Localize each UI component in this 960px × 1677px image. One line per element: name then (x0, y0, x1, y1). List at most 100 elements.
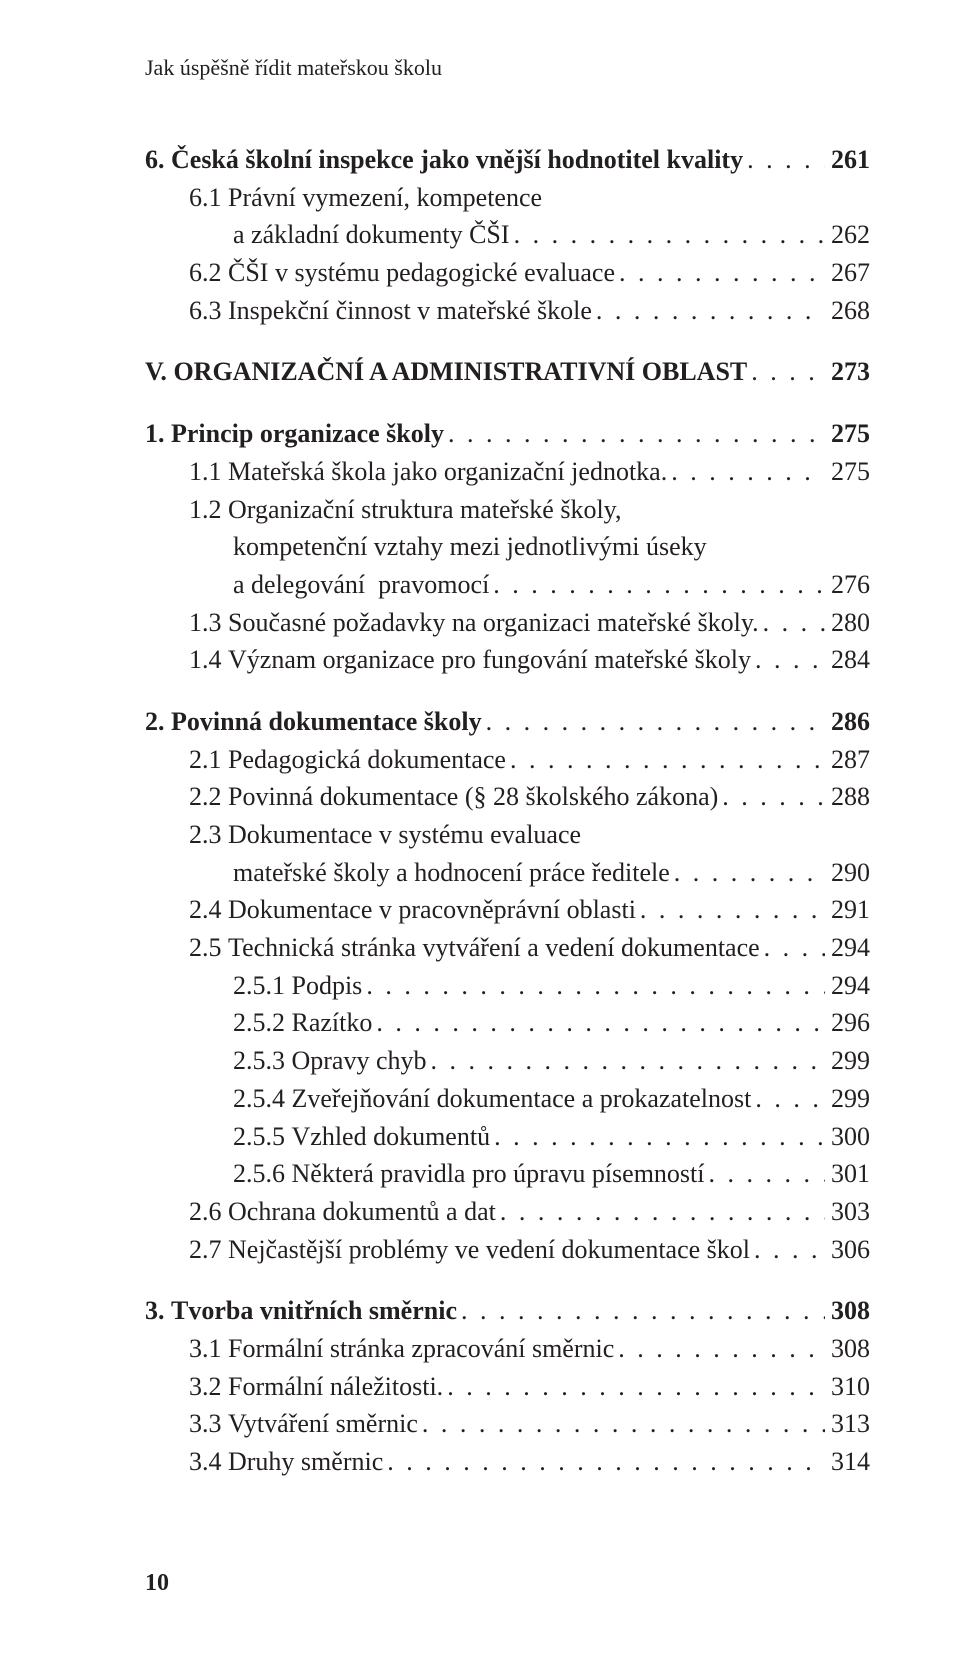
toc-entry-label: Organizační struktura mateřské školy, (228, 491, 622, 529)
toc-entry: 2.3 Dokumentace v systému evaluace (145, 816, 870, 854)
toc-entry-page: 299 (825, 1042, 871, 1080)
toc-entry-label: Formální náležitosti. (228, 1368, 443, 1406)
toc-entry-label: Druhy směrnic (228, 1443, 383, 1481)
toc-entry-page: 273 (825, 353, 871, 391)
toc-leader (489, 566, 824, 604)
toc-entry-page: 286 (825, 703, 871, 741)
toc-entry-label: Razítko (292, 1004, 373, 1042)
toc-entry-page: 268 (825, 292, 871, 330)
toc-entry-label: Technická stránka vytváření a vedení dok… (228, 929, 760, 967)
toc-entry: 3.2 Formální náležitosti. 310 (145, 1368, 870, 1406)
toc-leader (496, 1193, 825, 1231)
toc-leader (705, 1155, 825, 1193)
toc-entry-number: 2.5 (145, 929, 228, 967)
toc-entry-page: 294 (825, 967, 871, 1005)
toc-entry: 2.2 Povinná dokumentace (§ 28 školského … (145, 778, 870, 816)
toc-entry: 2.7 Nejčastější problémy ve vedení dokum… (145, 1231, 870, 1269)
toc-entry: 2.6 Ochrana dokumentů a dat 303 (145, 1193, 870, 1231)
toc-entry-page: 299 (825, 1080, 871, 1118)
toc-leader (670, 854, 825, 892)
toc-entry-label: Právní vymezení, kompetence (228, 179, 542, 217)
page-number: 10 (145, 1570, 169, 1597)
toc-entry-page: 276 (825, 566, 871, 604)
toc-entry: mateřské školy a hodnocení práce ředitel… (145, 854, 870, 892)
toc-entry-label: Dokumentace v pracovněprávní oblasti (228, 891, 636, 929)
toc-entry-page: 308 (825, 1292, 871, 1330)
toc-entry-page: 275 (825, 415, 871, 453)
toc-entry-page: 261 (825, 141, 871, 179)
toc-entry-number: 2.6 (145, 1193, 228, 1231)
toc-entry-number: 2.1 (145, 741, 228, 779)
toc-entry-page: 313 (825, 1405, 871, 1443)
toc-leader (747, 353, 824, 391)
toc-entry-label: Princip organizace školy (171, 415, 444, 453)
toc-entry: 1.4 Význam organizace pro fungování mate… (145, 641, 870, 679)
toc-entry-page: 275 (825, 453, 871, 491)
toc-leader (743, 141, 824, 179)
toc-entry: 6.1 Právní vymezení, kompetence (145, 179, 870, 217)
toc-entry-label: Mateřská škola jako organizační jednotka… (228, 453, 667, 491)
toc-entry-label: a delegování pravomocí (233, 566, 489, 604)
toc-entry-number: 2.5.5 (145, 1118, 292, 1156)
toc-entry: 3.3 Vytváření směrnic 313 (145, 1405, 870, 1443)
toc-entry-number: 1.3 (145, 604, 228, 642)
toc-leader (614, 1330, 824, 1368)
toc-entry: 3.1 Formální stránka zpracování směrnic … (145, 1330, 870, 1368)
toc-entry: 2.4 Dokumentace v pracovněprávní oblasti… (145, 891, 870, 929)
table-of-contents: 6. Česká školní inspekce jako vnější hod… (145, 141, 870, 1481)
toc-entry-number: 3.4 (145, 1443, 228, 1481)
toc-entry-number: 3.2 (145, 1368, 228, 1406)
toc-entry-page: 288 (825, 778, 871, 816)
toc-entry-label: Tvorba vnitřních směrnic (171, 1292, 457, 1330)
toc-leader (372, 1004, 824, 1042)
toc-entry-label: a základní dokumenty ČŠI (233, 216, 510, 254)
toc-leader (506, 741, 825, 779)
toc-entry-label: Povinná dokumentace školy (171, 703, 482, 741)
toc-entry: 3. Tvorba vnitřních směrnic 308 (145, 1292, 870, 1330)
toc-entry-number: 1.1 (145, 453, 228, 491)
toc-entry-page: 290 (825, 854, 871, 892)
toc-entry-label: ORGANIZAČNÍ A ADMINISTRATIVNÍ OBLAST (173, 353, 747, 391)
toc-entry-number: 3.3 (145, 1405, 228, 1443)
toc-entry-number: 6.3 (145, 292, 228, 330)
toc-entry-number: 1. (145, 415, 171, 453)
toc-entry: 6.2 ČŠI v systému pedagogické evaluace 2… (145, 254, 870, 292)
toc-entry-page: 300 (825, 1118, 871, 1156)
toc-entry-page: 287 (825, 741, 871, 779)
toc-entry-number: 2.5.6 (145, 1155, 292, 1193)
toc-leader (443, 1368, 824, 1406)
toc-leader (636, 891, 825, 929)
toc-leader (418, 1405, 825, 1443)
toc-entry-number: 2. (145, 703, 171, 741)
toc-entry-label: Pedagogická dokumentace (228, 741, 506, 779)
toc-entry: V. ORGANIZAČNÍ A ADMINISTRATIVNÍ OBLAST … (145, 353, 870, 391)
toc-leader (759, 604, 825, 642)
toc-entry-number: V. (145, 353, 173, 391)
toc-entry-page: 308 (825, 1330, 871, 1368)
toc-entry: 6. Česká školní inspekce jako vnější hod… (145, 141, 870, 179)
toc-entry-number: 3.1 (145, 1330, 228, 1368)
toc-entry-page: 262 (825, 216, 871, 254)
toc-leader (362, 967, 824, 1005)
toc-entry-page: 267 (825, 254, 871, 292)
toc-leader (760, 929, 825, 967)
toc-leader (667, 453, 824, 491)
toc-entry-label: Formální stránka zpracování směrnic (228, 1330, 614, 1368)
toc-entry: 2. Povinná dokumentace školy 286 (145, 703, 870, 741)
toc-leader (510, 216, 825, 254)
toc-entry-label: Opravy chyb (292, 1042, 427, 1080)
toc-entry-label: Nejčastější problémy ve vedení dokumenta… (228, 1231, 750, 1269)
toc-entry-page: 280 (825, 604, 871, 642)
toc-entry: 2.5.4 Zveřejňování dokumentace a prokaza… (145, 1080, 870, 1118)
toc-entry: 3.4 Druhy směrnic 314 (145, 1443, 870, 1481)
toc-entry: 2.5.1 Podpis 294 (145, 967, 870, 1005)
toc-leader (751, 641, 825, 679)
toc-leader (444, 415, 825, 453)
toc-entry-number: 2.3 (145, 816, 228, 854)
toc-entry-label: Dokumentace v systému evaluace (228, 816, 581, 854)
toc-entry-page: 284 (825, 641, 871, 679)
toc-entry: 2.5.3 Opravy chyb 299 (145, 1042, 870, 1080)
running-header: Jak úspěšně řídit mateřskou školu (145, 55, 870, 81)
toc-entry: 2.1 Pedagogická dokumentace 287 (145, 741, 870, 779)
toc-entry: kompetenční vztahy mezi jednotlivými úse… (145, 528, 870, 566)
